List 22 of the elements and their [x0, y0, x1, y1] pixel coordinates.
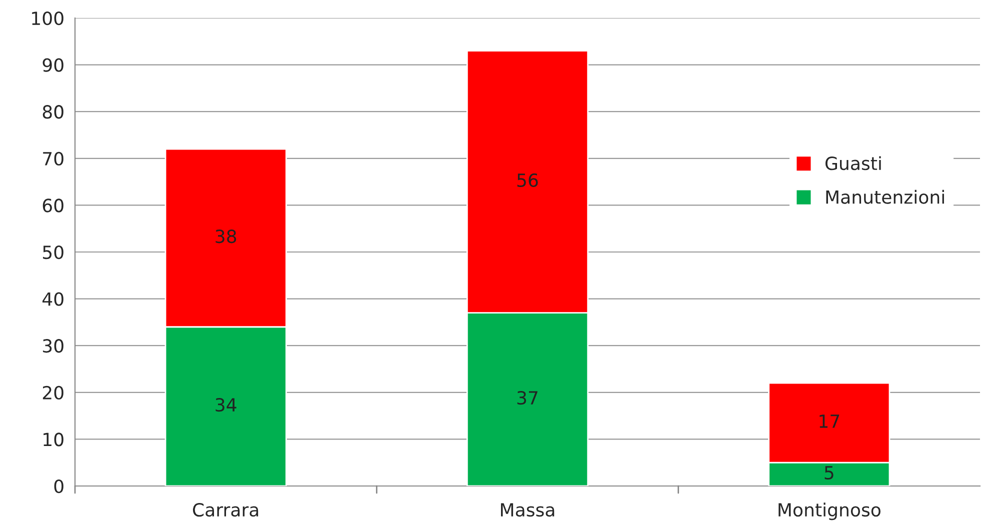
data-label: 56	[517, 173, 538, 188]
data-label: 37	[517, 391, 538, 405]
y-tick-label: 70	[43, 152, 64, 166]
data-label: 5	[824, 466, 834, 480]
y-tick-label: 20	[42, 386, 64, 400]
x-tick-label: Montignoso	[778, 502, 880, 520]
y-tick-label: 40	[42, 292, 64, 306]
legend-label: Manutenzioni	[826, 190, 944, 204]
legend-label: Guasti	[826, 156, 881, 170]
y-tick-label: 100	[32, 11, 64, 26]
y-tick-label: 80	[42, 105, 64, 119]
data-label: 34	[216, 398, 236, 412]
data-label: 17	[820, 414, 840, 428]
data-label: 38	[216, 230, 236, 244]
x-tick-label: Massa	[501, 503, 554, 517]
y-tick-label: 10	[44, 432, 64, 446]
y-tick-label: 60	[42, 198, 64, 212]
y-tick-label: 50	[43, 245, 64, 260]
y-tick-label: 90	[42, 58, 64, 72]
x-tick-label: Carrara	[192, 502, 258, 517]
y-tick-label: 30	[42, 339, 64, 353]
y-tick-label: 0	[54, 479, 64, 494]
